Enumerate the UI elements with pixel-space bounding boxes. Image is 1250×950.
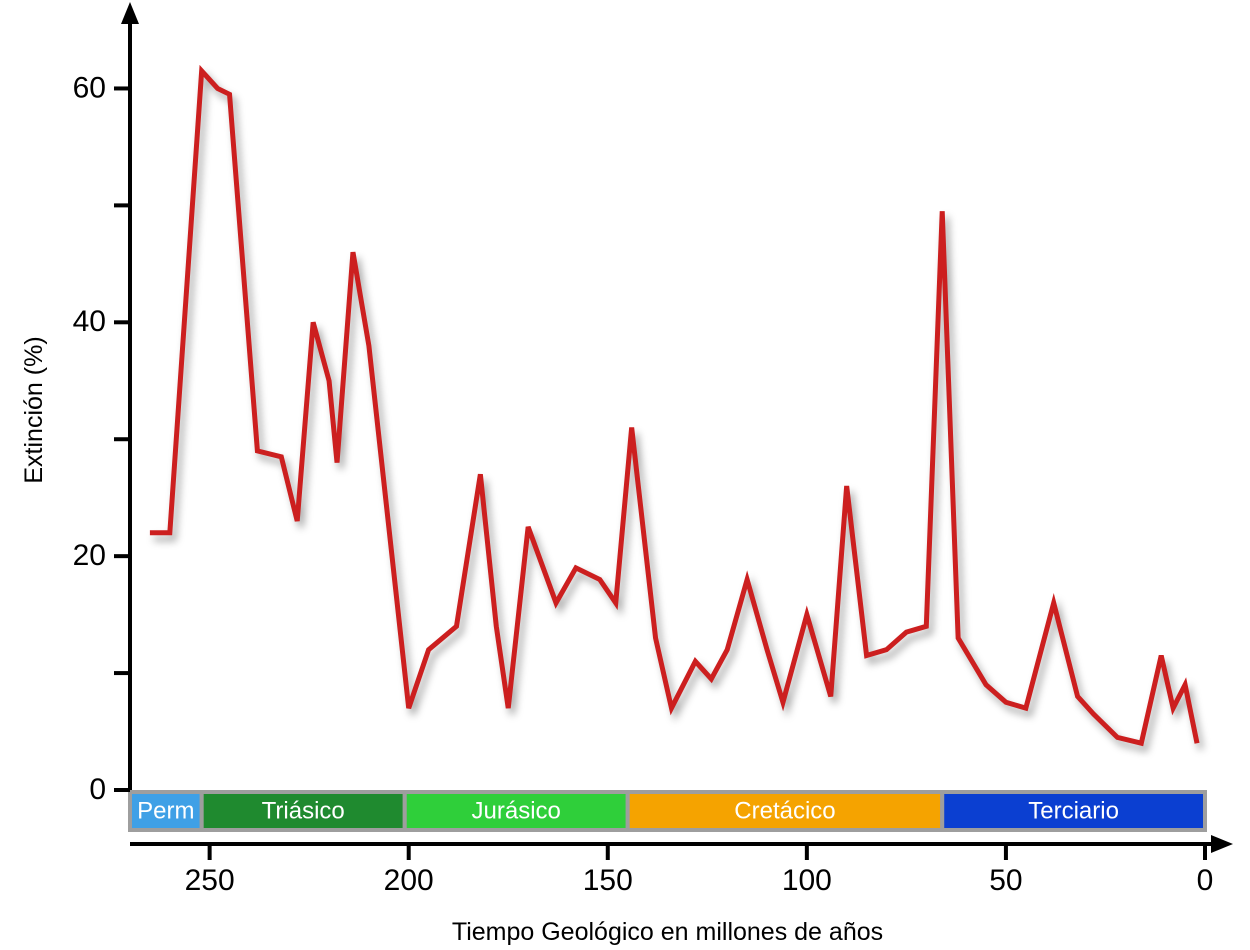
y-tick-label: 0 — [89, 773, 106, 806]
y-tick-label: 40 — [73, 305, 106, 338]
x-tick-label: 100 — [782, 864, 832, 897]
period-label: Jurásico — [472, 797, 561, 824]
period-label: Terciario — [1028, 797, 1119, 824]
x-tick-label: 50 — [989, 864, 1022, 897]
x-axis-title: Tiempo Geológico en millones de años — [452, 918, 883, 946]
extinction-chart: Perm Triásico Jurásico Cretácico Terciario 0 2… — [0, 0, 1250, 950]
y-tick-label: 60 — [73, 71, 106, 104]
extinction-line — [150, 71, 1197, 743]
y-tick-label: 20 — [73, 539, 106, 572]
period-label: Cretácico — [734, 797, 835, 824]
chart-svg: Perm Triásico Jurásico Cretácico Terciario 0 2… — [0, 0, 1250, 950]
period-label: Triásico — [262, 797, 345, 824]
x-tick-label: 200 — [384, 864, 434, 897]
x-tick-label: 250 — [185, 864, 235, 897]
period-label: Perm — [137, 797, 194, 824]
x-tick-label: 0 — [1197, 864, 1214, 897]
period-band: Perm Triásico Jurásico Cretácico Terciario — [130, 792, 1205, 830]
x-axis-arrow — [1211, 835, 1233, 853]
y-axis-arrow — [121, 2, 139, 24]
x-tick-label: 150 — [583, 864, 633, 897]
y-axis-title: Extinción (%) — [20, 336, 48, 483]
